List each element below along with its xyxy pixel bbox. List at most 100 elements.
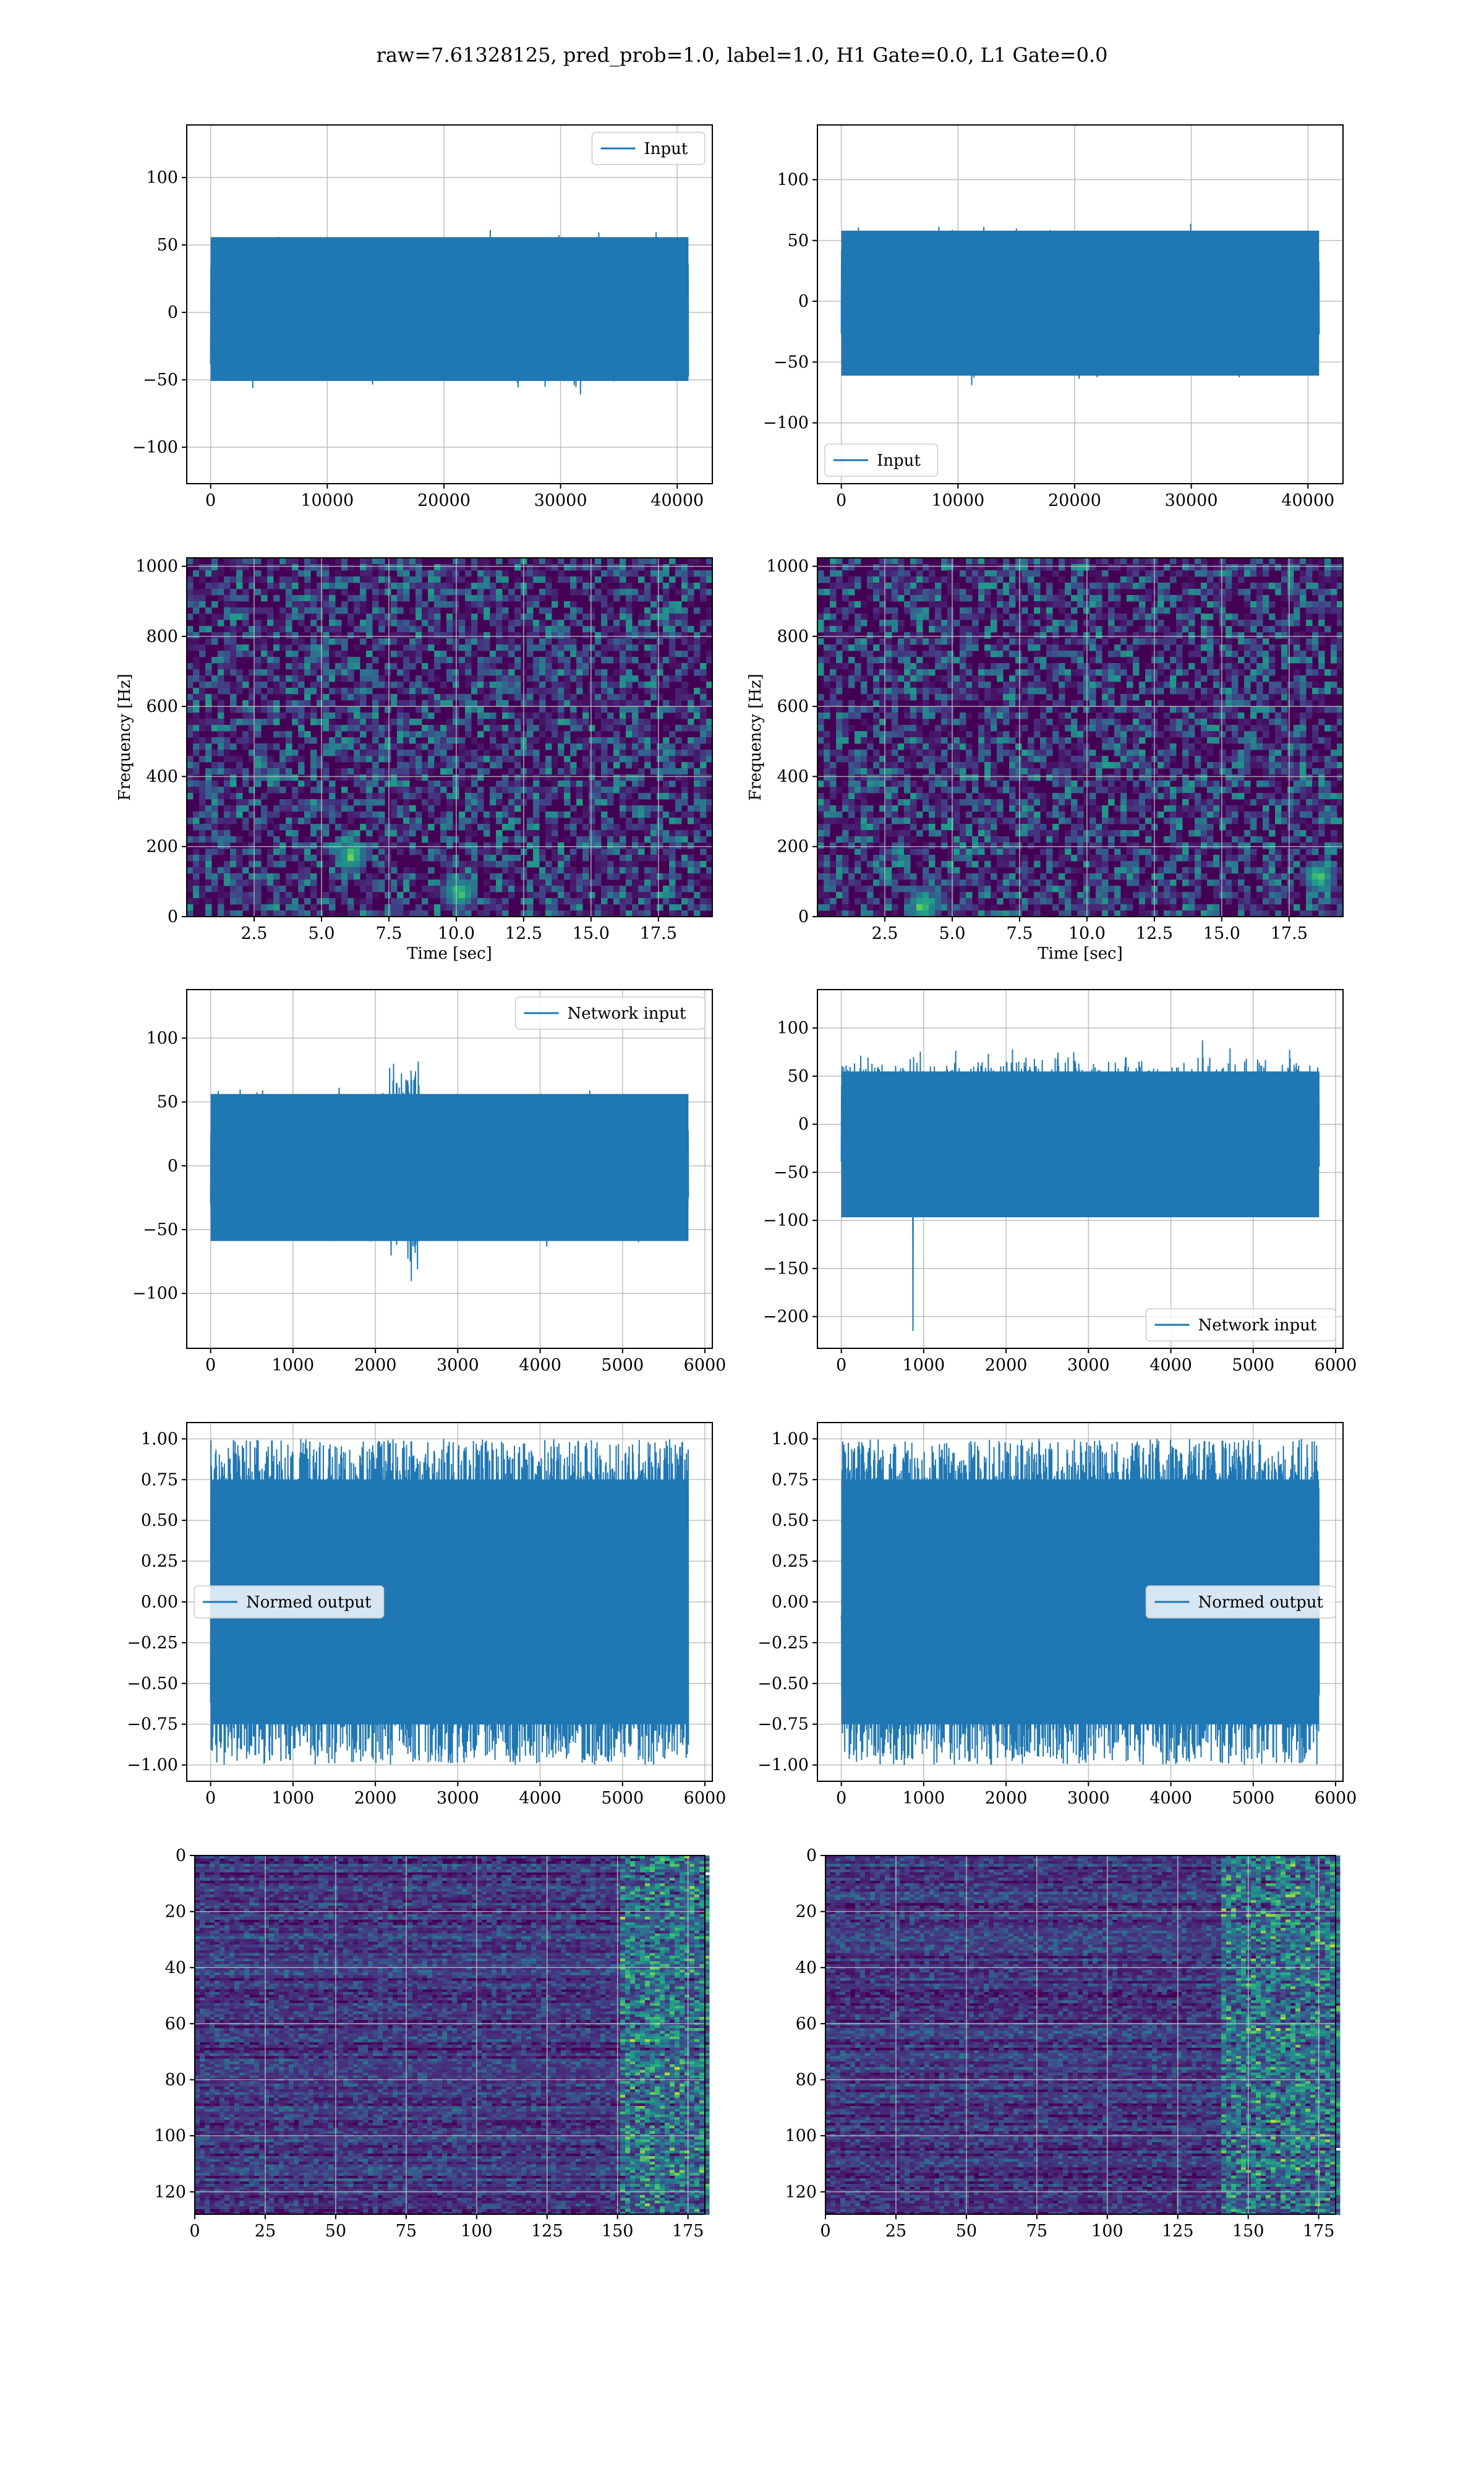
y-tick-label: 0 (168, 1157, 178, 1176)
feature-map-l1-chart: 0 25 50 75 100 125 150 175 0 20 40 60 80 100 120 (785, 1846, 1341, 2241)
tick-labels: 0 10000 20000 30000 40000 −100 −50 0 50 100 (132, 168, 704, 510)
legend: Normed output (194, 1585, 385, 1619)
x-tick-label: 100 (461, 2222, 493, 2241)
x-tick-label: 40000 (1281, 491, 1334, 510)
axes-frame (817, 124, 1344, 484)
axes-frame (825, 1855, 1336, 2215)
x-tick-label: 7.5 (1006, 924, 1033, 943)
y-tick-label: −100 (132, 438, 178, 457)
x-tick-label: 0 (836, 1789, 846, 1808)
y-tick-label: 0.50 (141, 1511, 178, 1530)
x-tick-label: 7.5 (375, 924, 402, 943)
x-tick-label: 2000 (354, 1356, 397, 1375)
y-tick-label: 20 (796, 1903, 817, 1922)
legend: Network input (1145, 1308, 1336, 1342)
y-tick-label: −100 (132, 1284, 178, 1303)
y-tick-label: −0.75 (757, 1715, 809, 1734)
x-tick-label: 10000 (931, 491, 984, 510)
x-tick-label: 5.0 (308, 924, 335, 943)
y-tick-label: 800 (146, 627, 178, 646)
y-tick-label: −100 (763, 414, 809, 433)
input-h1-chart: 0 10000 20000 30000 40000 −100 −50 0 50 100 Input (132, 124, 713, 510)
tick-labels: 0 10000 20000 30000 40000 −100 −50 0 50 100 (763, 170, 1334, 510)
y-tick-label: −100 (763, 1211, 809, 1230)
y-tick-label: −0.50 (127, 1674, 178, 1693)
x-tick-label: 150 (602, 2222, 634, 2241)
y-tick-label: 0.50 (772, 1511, 809, 1530)
spectrogram-h1-plot-area (187, 558, 713, 917)
y-tick-label: −1.00 (127, 1756, 178, 1775)
y-tick-label: 1000 (135, 557, 178, 576)
y-tick-label: 800 (777, 627, 809, 646)
spectrogram-l1-chart: 2.5 5.0 7.5 10.0 12.5 15.0 17.5 0 200 400 600 800 10… (746, 557, 1344, 963)
y-tick-label: 0 (798, 1115, 809, 1134)
x-tick-label: 175 (1303, 2222, 1335, 2241)
x-tick-label: 0 (205, 491, 216, 510)
spectrogram-l1-plot-area (817, 558, 1344, 917)
y-tick-label: −0.25 (127, 1633, 178, 1653)
network-input-h1-chart: 0 1000 2000 3000 4000 5000 6000 −100 −50 0 50 100 Ne… (132, 989, 726, 1375)
legend: Input (591, 132, 706, 165)
x-tick-label: 2.5 (241, 924, 267, 943)
y-axis-label: Frequency [Hz] (746, 674, 765, 801)
y-tick-label: −150 (763, 1259, 809, 1278)
x-tick-label: 150 (1232, 2222, 1264, 2241)
tick-labels: 0 1000 2000 3000 4000 5000 6000−200−150−100−50… (763, 1019, 1357, 1375)
y-tick-label: 0.75 (772, 1470, 809, 1489)
y-tick-label: 50 (788, 1067, 809, 1086)
y-tick-label: −50 (143, 370, 178, 390)
y-tick-label: −0.50 (757, 1674, 809, 1693)
x-tick-label: 6000 (1315, 1356, 1357, 1375)
x-tick-label: 0 (820, 2222, 830, 2241)
heatmap-cells (825, 1856, 1341, 2215)
input-l1-plot-area (817, 125, 1343, 484)
axes-frame (186, 557, 713, 917)
y-tick-label: 40 (796, 1958, 817, 1977)
x-tick-label: 0 (836, 491, 846, 510)
x-tick-label: 1000 (903, 1789, 945, 1808)
y-tick-label: −200 (763, 1308, 809, 1327)
y-tick-label: 0 (798, 292, 809, 311)
series-core-band (841, 1071, 1320, 1218)
y-tick-label: 60 (796, 2014, 817, 2034)
x-tick-label: 10.0 (438, 924, 475, 943)
x-tick-label: 20000 (417, 491, 471, 510)
axes-frame (194, 1855, 706, 2215)
network-input-l1-plot-area (817, 990, 1343, 1348)
input-h1-plot-area (187, 125, 712, 484)
y-tick-label: −50 (774, 1163, 809, 1182)
y-tick-label: −1.00 (757, 1756, 809, 1775)
x-tick-label: 0 (189, 2222, 200, 2241)
y-tick-label: 1.00 (772, 1429, 809, 1449)
y-tick-label: 50 (157, 236, 178, 255)
y-tick-label: 40 (165, 1958, 186, 1977)
feature-map-h1-plot-area (194, 1855, 710, 2215)
network-input-h1-plot-area (187, 990, 712, 1348)
x-tick-label: 5.0 (939, 924, 965, 943)
x-tick-label: 12.5 (1136, 924, 1173, 943)
y-tick-label: 200 (777, 837, 809, 857)
x-tick-label: 5000 (601, 1789, 644, 1808)
y-tick-label: 0 (798, 907, 809, 927)
legend-label: Network input (1198, 1316, 1317, 1335)
x-tick-label: 3000 (437, 1356, 479, 1375)
x-tick-label: 10000 (301, 491, 354, 510)
x-tick-label: 15.0 (573, 924, 610, 943)
x-tick-label: 0 (205, 1356, 216, 1375)
series-core-band (841, 230, 1320, 376)
x-tick-label: 0 (836, 1356, 846, 1375)
y-tick-label: 0.25 (141, 1552, 178, 1571)
y-tick-label: 120 (154, 2183, 186, 2202)
y-tick-label: 1.00 (141, 1429, 178, 1449)
x-tick-label: 6000 (1315, 1789, 1357, 1808)
x-tick-label: 1000 (272, 1356, 315, 1375)
series-core-band (210, 1094, 689, 1241)
x-tick-label: 12.5 (505, 924, 542, 943)
y-tick-label: 200 (146, 837, 178, 857)
x-tick-label: 175 (672, 2222, 704, 2241)
y-tick-label: 100 (777, 1019, 809, 1038)
x-tick-label: 50 (325, 2222, 346, 2241)
x-tick-label: 4000 (519, 1789, 561, 1808)
x-tick-label: 4000 (519, 1356, 561, 1375)
x-tick-label: 2000 (354, 1789, 397, 1808)
